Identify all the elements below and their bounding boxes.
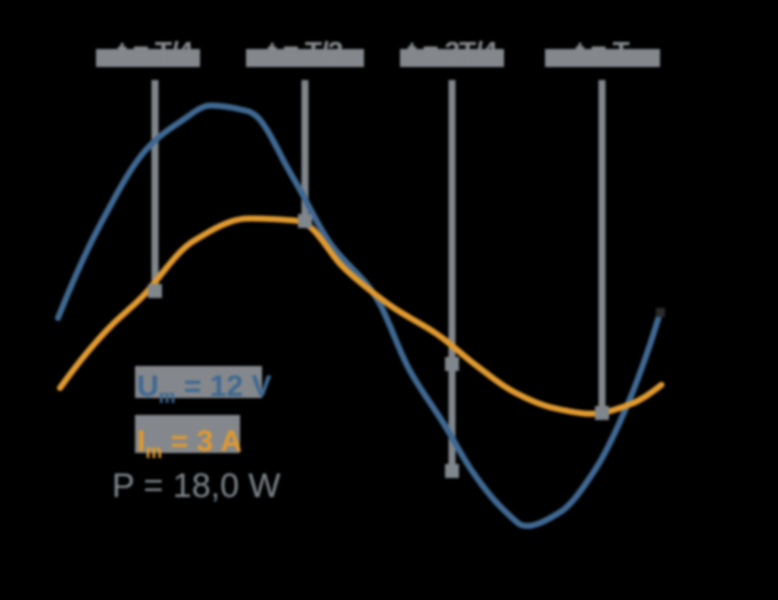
svg-text:t = T/2: t = T/2 [268,36,343,67]
svg-text:Um = 12 V: Um = 12 V [137,370,271,408]
svg-text:t = T/4: t = T/4 [118,36,194,67]
svg-text:t = 3T/4: t = 3T/4 [407,36,498,67]
svg-text:P = 18,0 W: P = 18,0 W [112,467,281,505]
svg-text:t = T: t = T [575,36,629,67]
